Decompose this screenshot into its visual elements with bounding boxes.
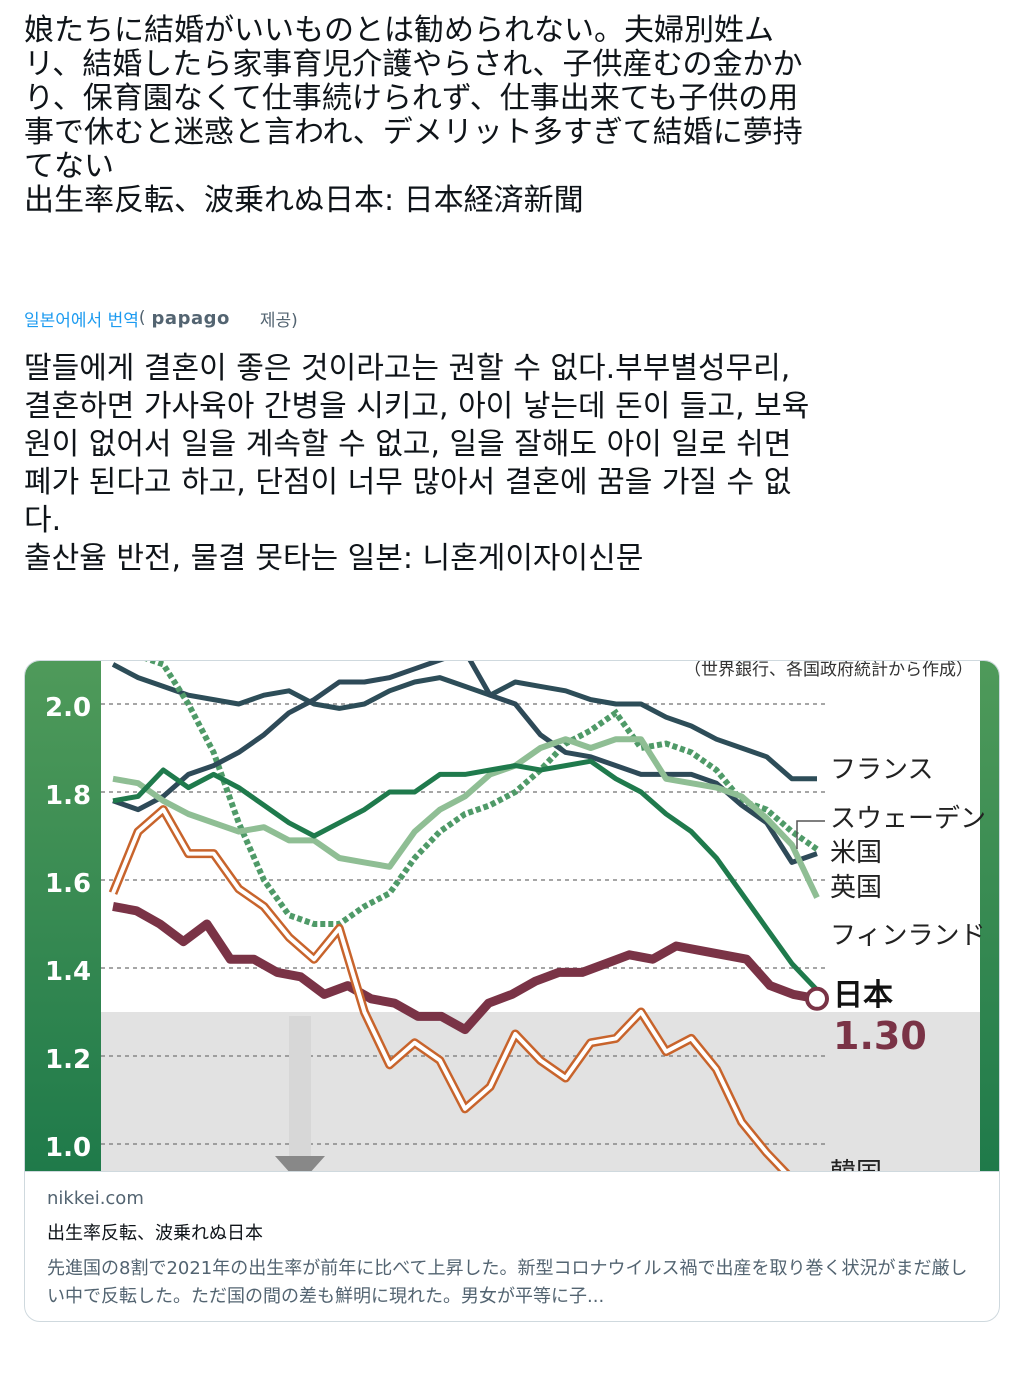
series-line-sweden bbox=[144, 661, 819, 927]
translated-from-link[interactable]: 일본어에서 번역 bbox=[24, 310, 139, 331]
japan-end-marker bbox=[805, 986, 829, 1011]
card-meta[interactable]: nikkei.com 出生率反転、波乗れぬ日本 先進国の8割で2021年の出生率… bbox=[25, 1171, 999, 1321]
label-sweden: スウェーデン bbox=[830, 804, 986, 834]
y-tick-label: 1.6 bbox=[45, 869, 91, 899]
card-domain: nikkei.com bbox=[47, 1188, 144, 1209]
y-tick-label: 1.4 bbox=[45, 957, 91, 987]
tweet-translated-text: 딸들에게 결혼이 좋은 것이라고는 권할 수 없다.부부별성무리, 결혼하면 가… bbox=[24, 351, 810, 576]
series-line-japan bbox=[112, 901, 818, 1035]
y-tick-label: 1.0 bbox=[45, 1133, 91, 1163]
card-description: 先進国の8割で2021年の出生率が前年に比べて上昇した。新型コロナウイルス禍で出… bbox=[47, 1258, 968, 1307]
series-line-uk bbox=[112, 736, 820, 899]
down-arrow-head bbox=[275, 1156, 325, 1171]
series-line-korea-inner bbox=[111, 807, 787, 1171]
label-korea: 韓国 bbox=[830, 1158, 882, 1171]
paren-open: ( bbox=[138, 308, 146, 328]
label-uk: 英国 bbox=[830, 873, 882, 903]
label-usa: 米国 bbox=[830, 838, 882, 868]
card-image-chart[interactable]: 2.0 1.8 1.6 1.4 1.2 1.0 フランススウェーデン 米国英国フィンランド日本… bbox=[25, 661, 999, 1171]
chart-source-note: （世界銀行、各国政府統計から作成） bbox=[684, 661, 973, 680]
tweet-original-text: 娘たちに結婚がいいものとは勧められない。夫婦別姓ム リ、結婚したら家事育児介護や… bbox=[24, 13, 803, 218]
y-axis-band bbox=[25, 661, 101, 1171]
papago-logo: papago bbox=[151, 307, 230, 329]
card-title: 出生率反転、波乗れぬ日本 bbox=[47, 1223, 263, 1244]
series-line-finland bbox=[112, 758, 819, 992]
down-arrow-shaft bbox=[289, 1016, 311, 1156]
label-japan: 日本 bbox=[833, 978, 893, 1013]
series-line-france bbox=[111, 662, 817, 782]
y-tick-label: 1.2 bbox=[45, 1045, 91, 1075]
label-japan-value: 1.30 bbox=[833, 1014, 927, 1058]
label-finland: フィンランド bbox=[830, 921, 985, 951]
translation-provided-label: 제공) bbox=[259, 310, 298, 331]
label-leader-sweden bbox=[796, 820, 825, 849]
label-france: フランス bbox=[830, 755, 933, 785]
series-line-usa bbox=[112, 661, 818, 865]
fertility-rate-chart: 2.0 1.8 1.6 1.4 1.2 1.0 フランススウェーデン米国英国フィンランド日本… bbox=[25, 661, 999, 1171]
right-edge-band bbox=[980, 661, 999, 1171]
translation-attribution: 일본어에서 번역 ( papago 제공) bbox=[24, 306, 298, 331]
y-tick-label: 1.8 bbox=[45, 781, 91, 811]
link-preview-card[interactable]: 2.0 1.8 1.6 1.4 1.2 1.0 フランススウェーデン 米国英国フィンランド日本… bbox=[24, 660, 1000, 1322]
y-tick-label: 2.0 bbox=[45, 693, 91, 723]
